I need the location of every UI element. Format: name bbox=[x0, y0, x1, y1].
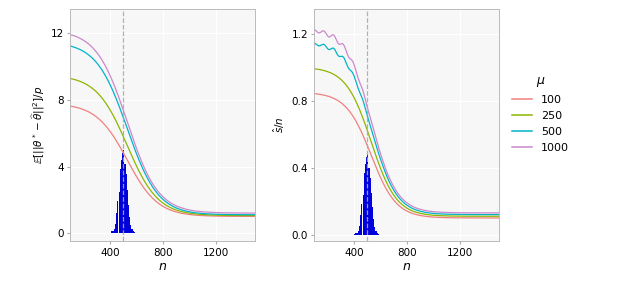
Bar bbox=[371, 193, 372, 235]
Bar bbox=[366, 157, 367, 235]
Bar bbox=[120, 169, 121, 233]
Bar bbox=[373, 219, 374, 235]
Bar bbox=[127, 190, 128, 233]
Bar bbox=[359, 226, 360, 235]
Bar bbox=[364, 173, 365, 235]
Bar bbox=[131, 229, 132, 233]
Bar bbox=[360, 215, 361, 235]
Bar bbox=[358, 231, 359, 235]
Bar bbox=[117, 201, 118, 233]
Bar bbox=[355, 233, 356, 235]
Bar bbox=[356, 233, 358, 235]
Bar bbox=[121, 160, 122, 233]
Bar bbox=[369, 178, 371, 235]
Bar bbox=[372, 207, 373, 235]
Bar bbox=[111, 231, 113, 233]
Bar bbox=[374, 227, 376, 235]
Y-axis label: $\hat{s}/n$: $\hat{s}/n$ bbox=[272, 116, 287, 133]
Bar bbox=[362, 195, 364, 235]
Bar bbox=[115, 224, 116, 233]
Bar bbox=[125, 174, 127, 233]
X-axis label: n: n bbox=[159, 260, 167, 273]
Bar bbox=[116, 212, 117, 233]
Bar bbox=[365, 164, 366, 235]
Bar bbox=[134, 232, 135, 233]
Bar bbox=[118, 192, 120, 233]
Legend: 100, 250, 500, 1000: 100, 250, 500, 1000 bbox=[512, 74, 569, 153]
Bar bbox=[376, 233, 378, 235]
Bar bbox=[132, 231, 134, 233]
Bar bbox=[124, 164, 125, 233]
Bar bbox=[378, 234, 379, 235]
Bar bbox=[122, 153, 123, 233]
Bar bbox=[113, 231, 114, 233]
Bar bbox=[128, 205, 129, 233]
X-axis label: n: n bbox=[403, 260, 411, 273]
Y-axis label: $\mathbb{E}[||\theta^* - \widehat{\theta}||^2]/p$: $\mathbb{E}[||\theta^* - \widehat{\theta… bbox=[30, 86, 47, 164]
Bar bbox=[129, 217, 130, 233]
Bar bbox=[367, 154, 369, 235]
Bar bbox=[114, 229, 115, 233]
